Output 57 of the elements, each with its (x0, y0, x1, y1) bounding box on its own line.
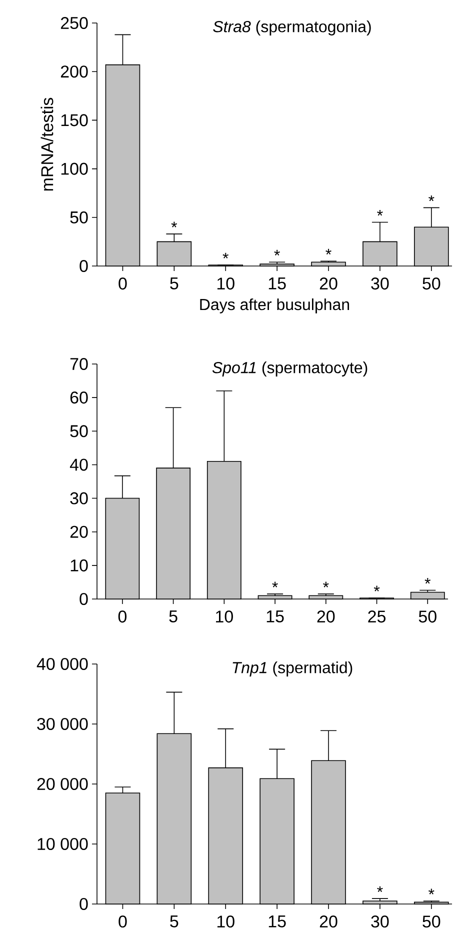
x-tick-label: 0 (118, 916, 127, 928)
y-tick-label: 30 (70, 492, 88, 504)
x-tick-label: 30 (371, 278, 389, 290)
annotation: * (326, 248, 332, 255)
x-tick-label: 30 (371, 916, 389, 928)
y-tick-label: 50 (70, 425, 88, 438)
chart-title: Tnp1 (spermatid) (232, 662, 352, 676)
annotation: * (428, 888, 434, 894)
y-tick-label: 30 000 (37, 718, 88, 730)
x-axis-title: Days after busulphan (200, 298, 350, 314)
x-tick-label: 50 (422, 916, 440, 928)
y-tick-label: 200 (60, 66, 88, 78)
x-tick-label: 50 (418, 610, 436, 623)
y-tick-label: 100 (61, 162, 88, 175)
x-tick-label: 15 (268, 278, 286, 290)
x-tick-label: 0 (118, 278, 127, 290)
x-tick-label: 20 (320, 916, 338, 928)
y-tick-label: 10 000 (38, 838, 88, 850)
y-tick-label: 20 000 (37, 778, 88, 790)
annotation: * (171, 222, 178, 228)
x-tick-label: 25 (368, 610, 386, 623)
chart-title: Spo11 (spermatocyte) (212, 362, 368, 376)
y-tick-label: 0 (80, 592, 88, 606)
y-axis-title: mRNA/testis (40, 98, 54, 191)
x-tick-label: 5 (170, 278, 178, 290)
y-tick-label: 20 (70, 526, 88, 538)
annotation: * (377, 886, 383, 892)
annotation: * (428, 195, 434, 202)
y-tick-label: 10 (70, 559, 88, 572)
x-tick-label: 0 (118, 610, 127, 623)
y-tick-label: 70 (70, 358, 88, 370)
x-tick-label: 20 (320, 278, 338, 290)
x-tick-label: 20 (317, 610, 335, 623)
y-tick-label: 40 000 (36, 658, 88, 670)
x-tick-label: 5 (170, 916, 178, 928)
annotation: * (274, 250, 280, 256)
annotation: * (377, 210, 383, 216)
x-tick-label: 10 (217, 278, 234, 290)
x-tick-label: 10 (217, 916, 234, 928)
annotation: * (374, 586, 380, 592)
y-tick-label: 250 (60, 16, 88, 30)
y-tick-label: 0 (80, 898, 88, 910)
x-tick-label: 15 (268, 916, 286, 928)
y-tick-label: 50 (70, 211, 88, 224)
x-tick-label: 5 (169, 610, 178, 622)
y-tick-label: 0 (80, 260, 88, 272)
chart-title: Stra8 (spermatogonia) (213, 20, 371, 36)
y-tick-label: 150 (61, 114, 88, 126)
annotation: * (272, 582, 278, 588)
annotation: * (323, 582, 329, 588)
x-tick-label: 15 (266, 610, 284, 622)
y-tick-label: 40 (70, 458, 88, 471)
annotation: * (424, 578, 430, 584)
y-tick-label: 60 (70, 392, 88, 404)
x-tick-label: 10 (216, 610, 233, 623)
annotation: * (222, 252, 228, 258)
x-tick-label: 50 (422, 278, 440, 290)
